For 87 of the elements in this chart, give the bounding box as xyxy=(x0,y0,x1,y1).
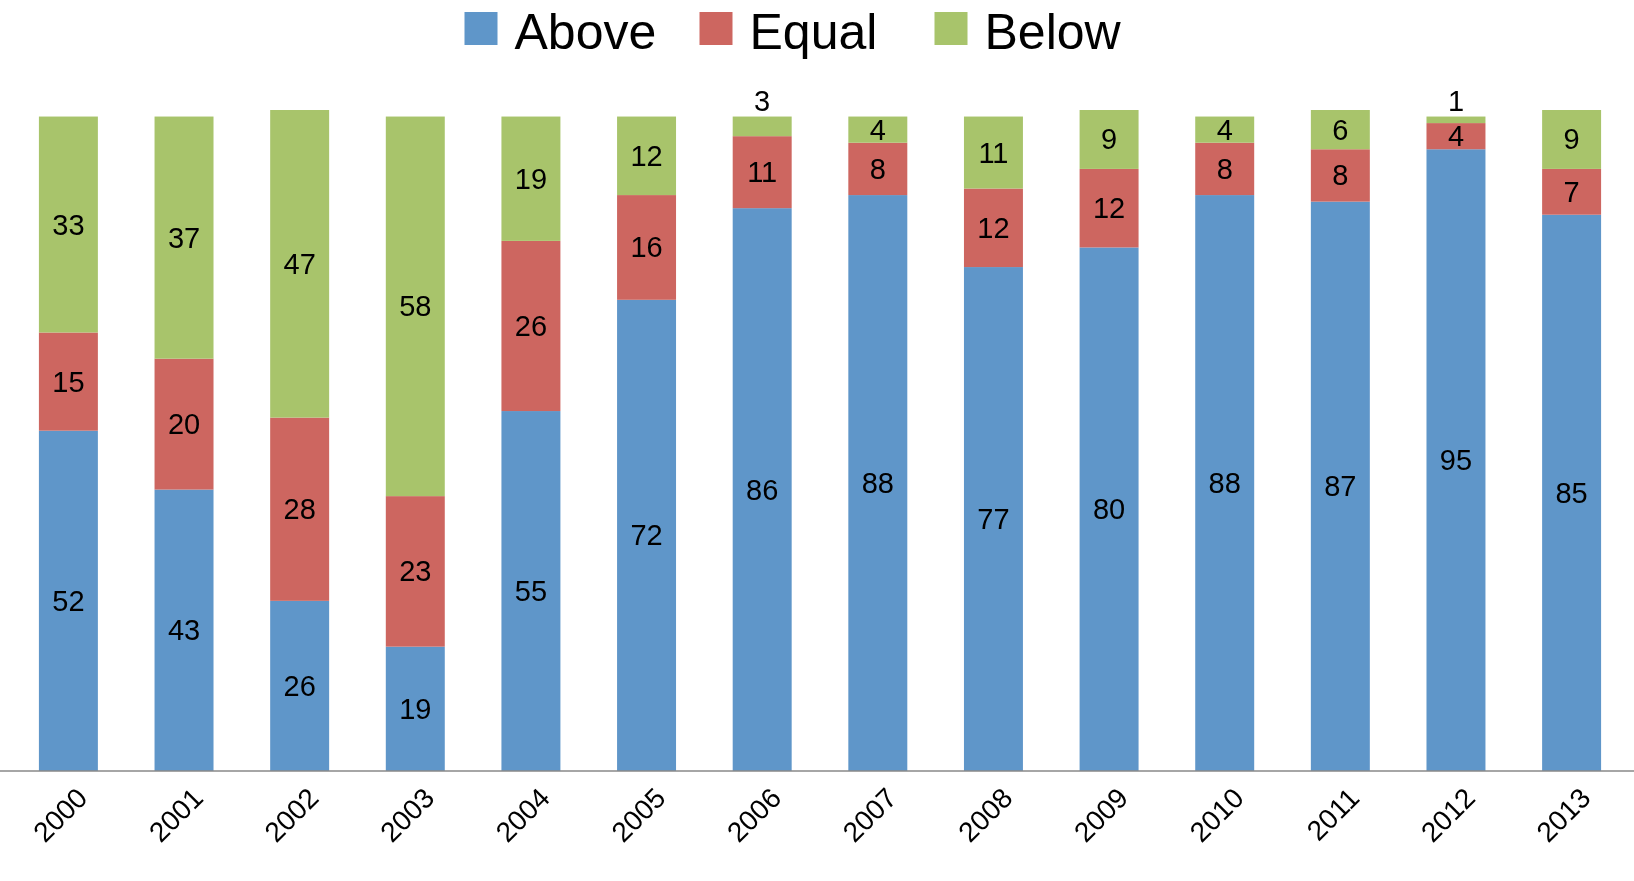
data-label: 33 xyxy=(52,208,85,241)
data-label: 16 xyxy=(630,231,663,264)
data-label: 23 xyxy=(399,555,432,588)
bar xyxy=(1426,116,1486,124)
bar xyxy=(1079,110,1139,169)
data-label: 8 xyxy=(1332,159,1349,192)
bar xyxy=(617,195,677,300)
bar xyxy=(732,116,792,137)
data-label: 95 xyxy=(1439,444,1473,477)
bar xyxy=(963,116,1023,189)
data-label: 12 xyxy=(630,139,663,172)
bar xyxy=(732,208,792,771)
data-label: 4 xyxy=(1216,113,1233,146)
data-label: 52 xyxy=(52,584,85,617)
data-label: 87 xyxy=(1324,470,1357,503)
data-label: 86 xyxy=(746,473,779,506)
legend-label: Equal xyxy=(749,4,878,60)
bar xyxy=(1079,247,1139,771)
data-label: 88 xyxy=(861,467,894,500)
data-label: 9 xyxy=(1101,123,1118,156)
data-label: 9 xyxy=(1563,123,1580,156)
bar xyxy=(38,116,98,333)
bar xyxy=(1542,168,1602,215)
bar xyxy=(963,267,1023,771)
bar xyxy=(501,240,561,412)
data-label: 26 xyxy=(283,669,316,702)
data-label: 26 xyxy=(514,309,548,342)
data-label: 28 xyxy=(283,493,316,526)
data-label: 3 xyxy=(754,84,771,117)
bar xyxy=(1310,149,1370,202)
bar xyxy=(1426,149,1486,771)
bar xyxy=(385,646,445,771)
data-label: 37 xyxy=(167,221,201,254)
bar xyxy=(385,116,445,497)
data-label: 6 xyxy=(1332,113,1349,146)
bar xyxy=(38,430,98,771)
data-label: 15 xyxy=(52,365,85,398)
data-label: 19 xyxy=(399,692,432,725)
bar xyxy=(848,195,908,771)
bar xyxy=(617,299,677,771)
data-label: 12 xyxy=(1092,192,1126,225)
data-label: 77 xyxy=(977,503,1010,536)
data-label: 12 xyxy=(977,211,1010,244)
bar xyxy=(1195,142,1255,196)
data-label: 80 xyxy=(1092,493,1126,526)
bar xyxy=(1310,110,1370,150)
legend-label: Above xyxy=(514,4,657,60)
data-label: 8 xyxy=(869,152,886,185)
data-label: 55 xyxy=(514,575,548,608)
data-label: 7 xyxy=(1563,175,1580,208)
bar xyxy=(1542,214,1602,771)
bar xyxy=(963,188,1023,268)
bar xyxy=(154,358,214,490)
data-label: 85 xyxy=(1555,476,1588,509)
data-label: 72 xyxy=(630,519,663,552)
bar xyxy=(1079,168,1139,248)
data-label: 43 xyxy=(167,614,201,647)
legend-label: Below xyxy=(984,4,1122,60)
bar xyxy=(38,332,98,431)
data-label: 47 xyxy=(283,247,316,280)
data-label: 4 xyxy=(1447,120,1465,153)
data-label: 4 xyxy=(869,113,886,146)
bar xyxy=(501,411,561,771)
data-label: 58 xyxy=(399,290,432,323)
data-label: 11 xyxy=(978,136,1009,169)
bar xyxy=(501,116,561,241)
bar xyxy=(617,116,677,196)
bar xyxy=(270,110,330,418)
data-label: 11 xyxy=(747,156,778,189)
data-label: 19 xyxy=(514,162,548,195)
bar xyxy=(385,496,445,647)
bar xyxy=(848,142,908,196)
data-label: 8 xyxy=(1216,152,1233,185)
bar xyxy=(1310,201,1370,771)
data-label: 20 xyxy=(167,408,201,441)
bar xyxy=(1426,123,1486,150)
data-label: 1 xyxy=(1447,84,1465,117)
bar xyxy=(732,136,792,209)
bar xyxy=(154,116,214,359)
bar xyxy=(1195,116,1255,143)
bar xyxy=(270,417,330,601)
bar xyxy=(848,116,908,143)
bar xyxy=(154,489,214,771)
bar xyxy=(270,600,330,771)
data-label: 88 xyxy=(1208,467,1241,500)
bar xyxy=(1542,110,1602,169)
bar xyxy=(1195,195,1255,771)
